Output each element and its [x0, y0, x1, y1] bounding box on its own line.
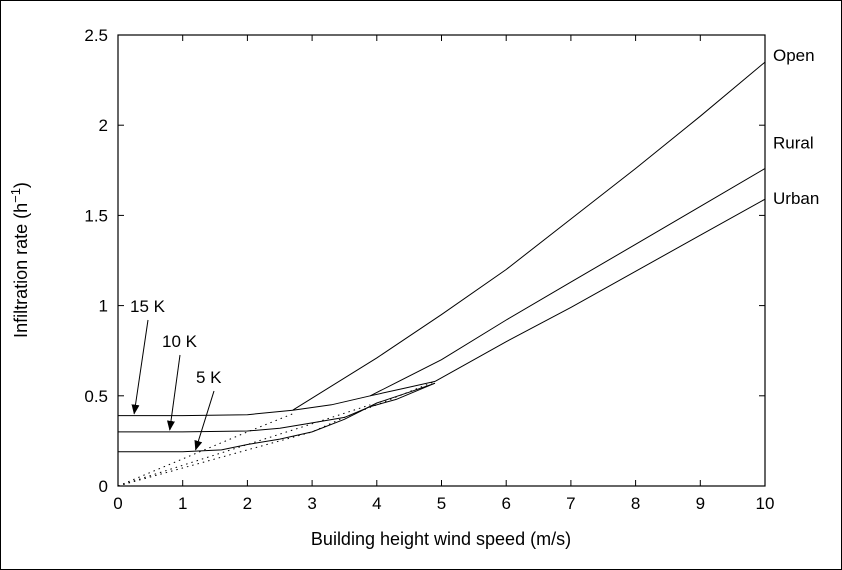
annotation-layer: 15 K 10 K 5 K	[130, 297, 222, 451]
y-tick-label: 2	[99, 116, 108, 135]
x-tick-label: 10	[756, 494, 775, 513]
series-label-rural: Rural	[773, 133, 814, 152]
series-line-10-k	[118, 382, 436, 433]
plot-area	[117, 34, 766, 487]
series-line-15-k	[118, 380, 436, 417]
x-tick-label: 0	[113, 494, 122, 513]
y-axis-label-superscript: −1	[8, 188, 23, 203]
x-tick-label: 2	[243, 494, 252, 513]
tick-layer: 0 1 2 3 4 5 6 7 8 9 10 0 0.5 1 1.5 2 2.5	[84, 26, 774, 513]
y-tick-label: 1.5	[84, 206, 108, 225]
annotation-arrow-10k	[167, 354, 181, 431]
x-tick-label: 7	[566, 494, 575, 513]
x-tick-label: 3	[307, 494, 316, 513]
y-axis-label-close: )	[11, 182, 31, 188]
series-line-5-k	[118, 382, 436, 453]
series-line-dotted	[117, 413, 293, 487]
series-label-urban: Urban	[773, 189, 819, 208]
annotation-arrow-5k	[194, 390, 215, 451]
series-line-open	[292, 61, 766, 411]
x-tick-label: 8	[631, 494, 640, 513]
series-line-dotted	[117, 404, 371, 487]
x-tick-label: 5	[437, 494, 446, 513]
x-tick-label: 4	[372, 494, 381, 513]
y-axis-label: Infiltration rate (h−1)	[8, 182, 31, 338]
x-tick-label: 1	[178, 494, 187, 513]
x-axis-label: Building height wind speed (m/s)	[311, 529, 571, 549]
series-line-dotted	[117, 380, 436, 487]
series-label-open: Open	[773, 46, 815, 65]
y-tick-label: 1	[99, 297, 108, 316]
y-axis-label-main: Infiltration rate (h	[11, 203, 31, 338]
series-line-rural	[370, 168, 766, 397]
series-layer: Open Rural Urban	[117, 46, 819, 487]
y-tick-label: 0	[99, 477, 108, 496]
y-tick-label: 2.5	[84, 26, 108, 45]
annotation-label-5k: 5 K	[196, 368, 222, 387]
annotation-label-10k: 10 K	[162, 332, 198, 351]
x-tick-label: 9	[696, 494, 705, 513]
annotation-arrow-15k	[131, 319, 149, 415]
x-tick-label: 6	[501, 494, 510, 513]
y-tick-label: 0.5	[84, 387, 108, 406]
annotation-label-15k: 15 K	[130, 297, 166, 316]
series-line-urban	[434, 198, 766, 382]
